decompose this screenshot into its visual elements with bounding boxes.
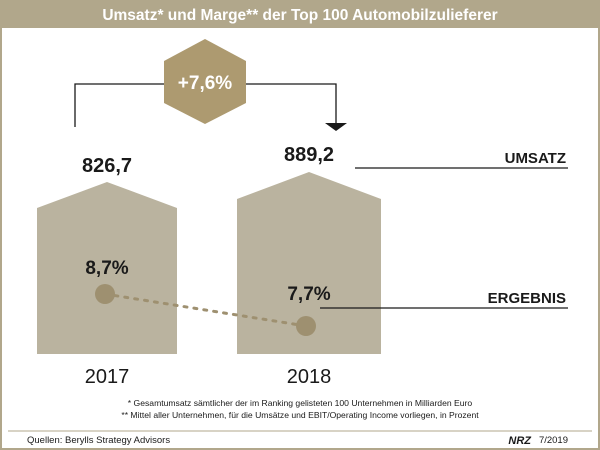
series-label-umsatz: UMSATZ <box>505 150 566 167</box>
source-text: Quellen: Berylls Strategy Advisors <box>27 435 170 446</box>
chart-title: Umsatz* und Marge** der Top 100 Automobi… <box>102 7 497 24</box>
change-arrowhead <box>325 123 347 131</box>
year-label-2018: 2018 <box>287 366 332 388</box>
date-text: 7/2019 <box>539 435 568 446</box>
year-label-2017: 2017 <box>85 366 130 388</box>
margin-label-2018: 7,7% <box>287 284 330 305</box>
change-label: +7,6% <box>178 73 233 94</box>
footnote-1: * Gesamtumsatz sämtlicher der im Ranking… <box>128 398 473 408</box>
bar-2017 <box>37 182 177 354</box>
margin-dot-2018 <box>296 316 316 336</box>
footnote-2: ** Mittel aller Unternehmen, für die Ums… <box>121 410 479 420</box>
title-bar <box>1 1 599 28</box>
margin-connector <box>103 292 308 328</box>
margin-label-2017: 8,7% <box>85 258 128 279</box>
nrz-logo: NRZ <box>508 435 532 447</box>
revenue-label-2018: 889,2 <box>284 144 334 166</box>
margin-dot-2017 <box>95 284 115 304</box>
change-hexagon <box>164 39 246 124</box>
revenue-label-2017: 826,7 <box>82 155 132 177</box>
series-label-ergebnis: ERGEBNIS <box>488 290 566 307</box>
